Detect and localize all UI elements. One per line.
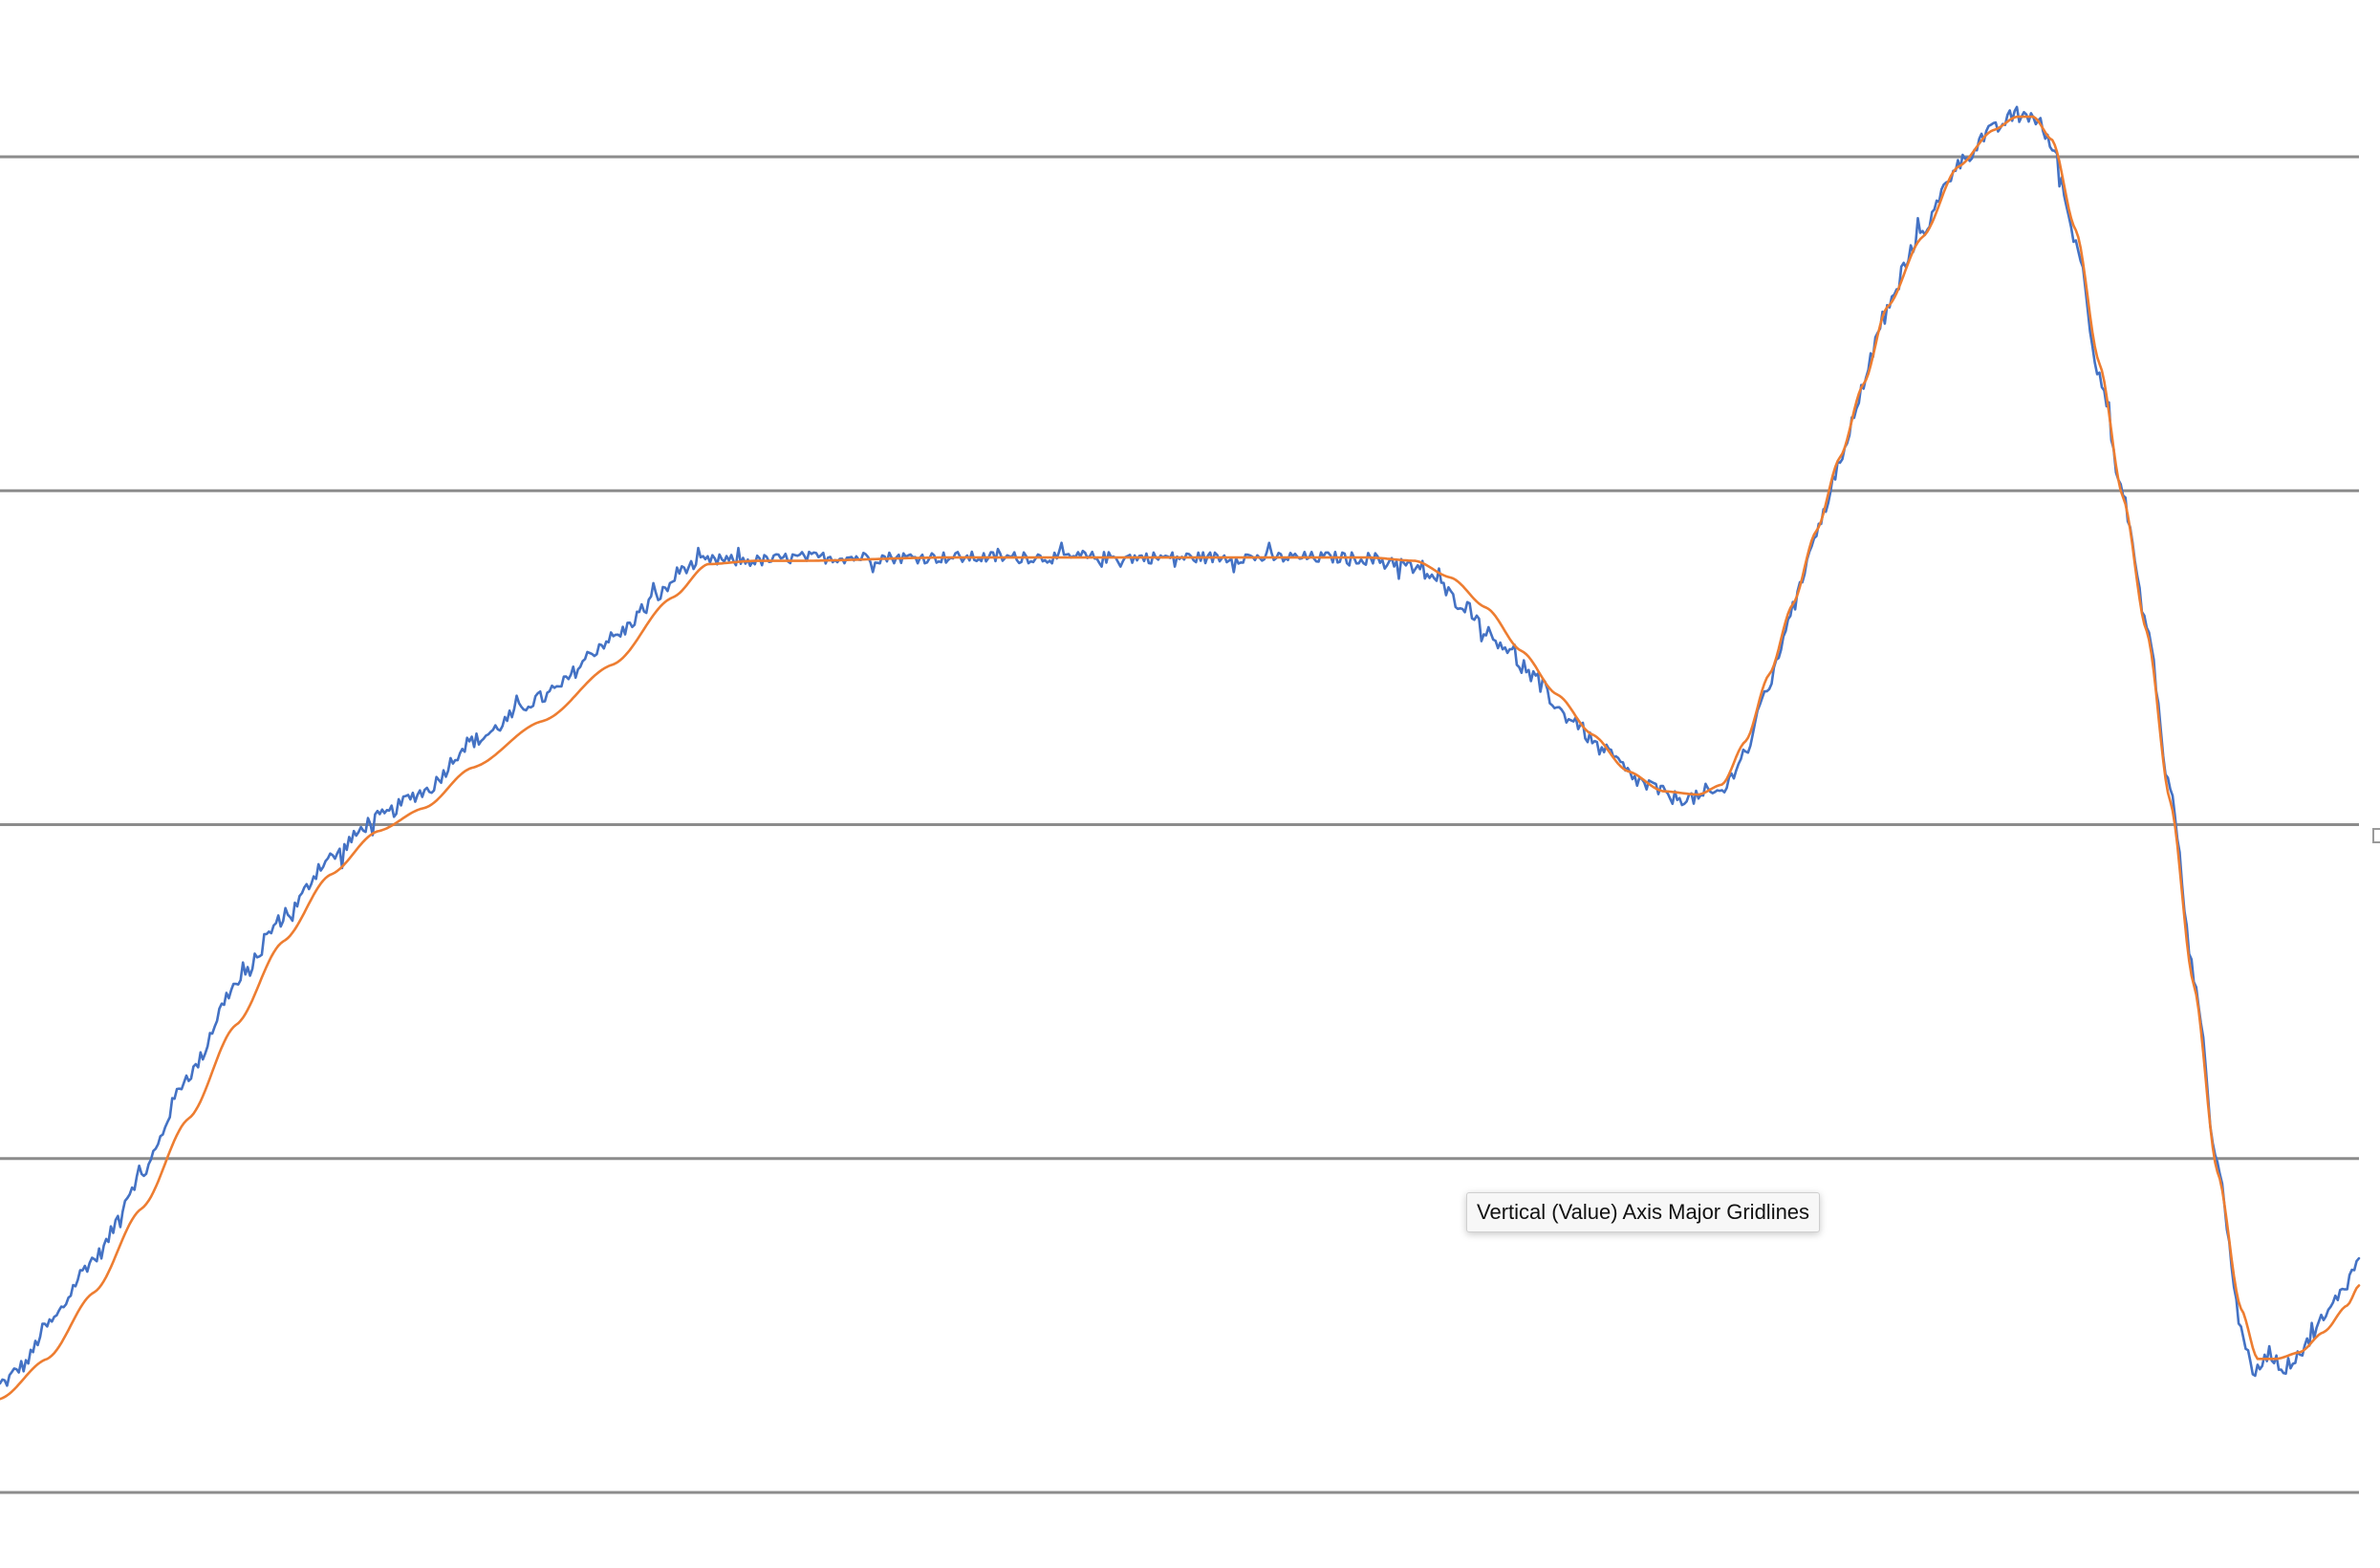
series-group[interactable] xyxy=(0,105,2361,1401)
gridlines-tooltip: Vertical (Value) Axis Major Gridlines xyxy=(1466,1192,1821,1232)
series-line-1[interactable] xyxy=(0,105,2361,1387)
selection-handle[interactable] xyxy=(2372,828,2380,843)
series-line-2[interactable] xyxy=(0,115,2361,1401)
gridlines-group[interactable] xyxy=(0,155,2359,1494)
